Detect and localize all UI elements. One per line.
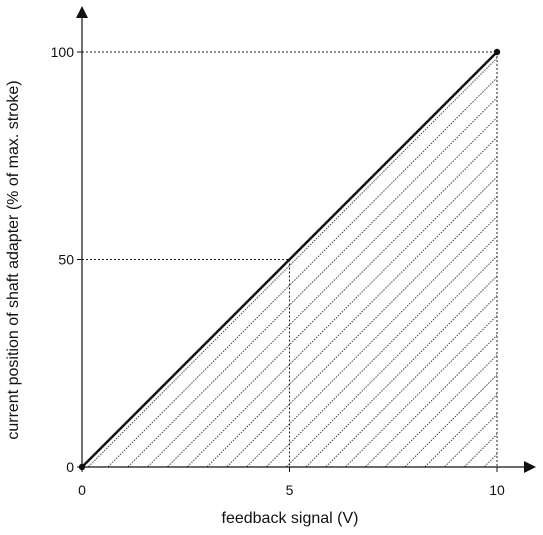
y-axis-label: current position of shaft adapter (% of … bbox=[5, 80, 22, 439]
series-line-layer bbox=[80, 50, 499, 469]
y-tick-label-1: 50 bbox=[58, 252, 74, 268]
axes-layer bbox=[76, 6, 536, 473]
axis-labels-layer: feedback signal (V) current position of s… bbox=[5, 80, 358, 527]
x-tick-label-0: 0 bbox=[78, 482, 86, 498]
series-point-1 bbox=[493, 48, 501, 56]
y-tick-label-2: 100 bbox=[51, 44, 75, 60]
x-axis-label: feedback signal (V) bbox=[222, 510, 359, 527]
y-tick-label-0: 0 bbox=[66, 459, 74, 475]
x-tick-label-2: 10 bbox=[489, 482, 505, 498]
x-tick-label-1: 5 bbox=[286, 482, 294, 498]
guide-lines-layer bbox=[82, 51, 498, 467]
series-line bbox=[80, 50, 499, 469]
